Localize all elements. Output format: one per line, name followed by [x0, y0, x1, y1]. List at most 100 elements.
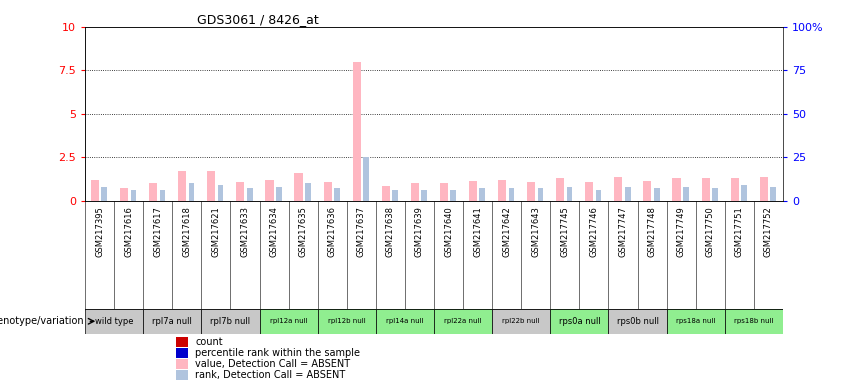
Bar — [202, 309, 260, 334]
Bar — [741, 185, 747, 200]
Bar — [218, 185, 224, 200]
Bar — [725, 309, 783, 334]
Bar — [770, 187, 776, 200]
Text: GSM217752: GSM217752 — [764, 206, 773, 257]
Bar — [683, 187, 688, 200]
Bar — [654, 189, 660, 200]
Text: GSM217747: GSM217747 — [619, 206, 627, 257]
Bar — [149, 183, 157, 200]
Text: rps18a null: rps18a null — [676, 318, 716, 324]
Text: GSM217638: GSM217638 — [386, 206, 395, 257]
Text: GSM217621: GSM217621 — [211, 206, 220, 257]
Bar — [120, 188, 129, 200]
Bar — [538, 189, 543, 200]
Bar — [91, 180, 99, 200]
Text: rpl22a null: rpl22a null — [444, 318, 482, 324]
Text: rpl12a null: rpl12a null — [270, 318, 307, 324]
Bar — [666, 309, 725, 334]
Bar — [585, 182, 593, 200]
Text: rpl12b null: rpl12b null — [328, 318, 366, 324]
Text: GSM217642: GSM217642 — [502, 206, 511, 257]
Text: GSM217634: GSM217634 — [270, 206, 278, 257]
Text: GSM217617: GSM217617 — [153, 206, 163, 257]
Bar — [479, 189, 485, 200]
Bar — [440, 183, 448, 200]
Text: rank, Detection Call = ABSENT: rank, Detection Call = ABSENT — [196, 370, 346, 380]
Text: GSM217749: GSM217749 — [677, 206, 686, 257]
Text: GSM217751: GSM217751 — [734, 206, 744, 257]
Text: GSM217636: GSM217636 — [328, 206, 337, 257]
Bar — [143, 309, 202, 334]
Text: GSM217633: GSM217633 — [241, 206, 249, 257]
Bar — [294, 173, 303, 200]
Bar — [760, 177, 768, 200]
Text: GDS3061 / 8426_at: GDS3061 / 8426_at — [197, 13, 318, 26]
Text: rpl22b null: rpl22b null — [502, 318, 540, 324]
Bar — [712, 189, 717, 200]
Text: GSM217643: GSM217643 — [531, 206, 540, 257]
Bar — [498, 180, 506, 200]
Bar — [176, 359, 188, 369]
Bar — [363, 157, 368, 200]
Bar — [160, 190, 165, 200]
Text: percentile rank within the sample: percentile rank within the sample — [196, 348, 360, 358]
Text: GSM217618: GSM217618 — [182, 206, 191, 257]
Bar — [509, 189, 514, 200]
Bar — [189, 183, 194, 200]
Bar — [551, 309, 608, 334]
Text: rps0b null: rps0b null — [616, 317, 659, 326]
Text: genotype/variation: genotype/variation — [0, 316, 83, 326]
Bar — [85, 309, 143, 334]
Bar — [596, 190, 602, 200]
Text: wild type: wild type — [95, 317, 134, 326]
Bar — [730, 178, 739, 200]
Bar — [527, 182, 535, 200]
Bar — [469, 180, 477, 200]
Bar — [130, 190, 136, 200]
Text: rpl7a null: rpl7a null — [152, 317, 192, 326]
Bar — [317, 309, 376, 334]
Bar — [421, 190, 427, 200]
Bar — [352, 61, 361, 200]
Text: rps0a null: rps0a null — [558, 317, 600, 326]
Bar — [247, 189, 253, 200]
Text: GSM217641: GSM217641 — [473, 206, 483, 257]
Bar — [557, 178, 564, 200]
Text: GSM217637: GSM217637 — [357, 206, 366, 257]
Bar — [101, 187, 107, 200]
Bar — [260, 309, 317, 334]
Bar — [305, 183, 311, 200]
Bar — [450, 190, 456, 200]
Bar — [323, 182, 332, 200]
Text: count: count — [196, 337, 223, 347]
Bar — [701, 178, 710, 200]
Bar — [434, 309, 492, 334]
Bar — [208, 171, 215, 200]
Text: GSM217640: GSM217640 — [444, 206, 453, 257]
Text: GSM217639: GSM217639 — [415, 206, 424, 257]
Bar — [266, 180, 273, 200]
Bar — [237, 182, 244, 200]
Bar — [176, 348, 188, 358]
Text: value, Detection Call = ABSENT: value, Detection Call = ABSENT — [196, 359, 351, 369]
Text: rpl14a null: rpl14a null — [386, 318, 424, 324]
Text: rpl7b null: rpl7b null — [210, 317, 250, 326]
Text: GSM217750: GSM217750 — [705, 206, 715, 257]
Bar — [625, 187, 631, 200]
Text: GSM217745: GSM217745 — [560, 206, 569, 257]
Bar — [608, 309, 666, 334]
Bar — [492, 309, 551, 334]
Bar — [614, 177, 622, 200]
Text: rps18b null: rps18b null — [734, 318, 774, 324]
Bar — [334, 189, 340, 200]
Bar — [176, 337, 188, 347]
Text: GSM217746: GSM217746 — [590, 206, 598, 257]
Bar — [392, 190, 398, 200]
Bar — [411, 183, 419, 200]
Bar — [376, 309, 434, 334]
Bar — [643, 180, 652, 200]
Bar — [381, 186, 390, 200]
Bar — [276, 187, 282, 200]
Bar — [176, 370, 188, 380]
Text: GSM217395: GSM217395 — [95, 206, 104, 257]
